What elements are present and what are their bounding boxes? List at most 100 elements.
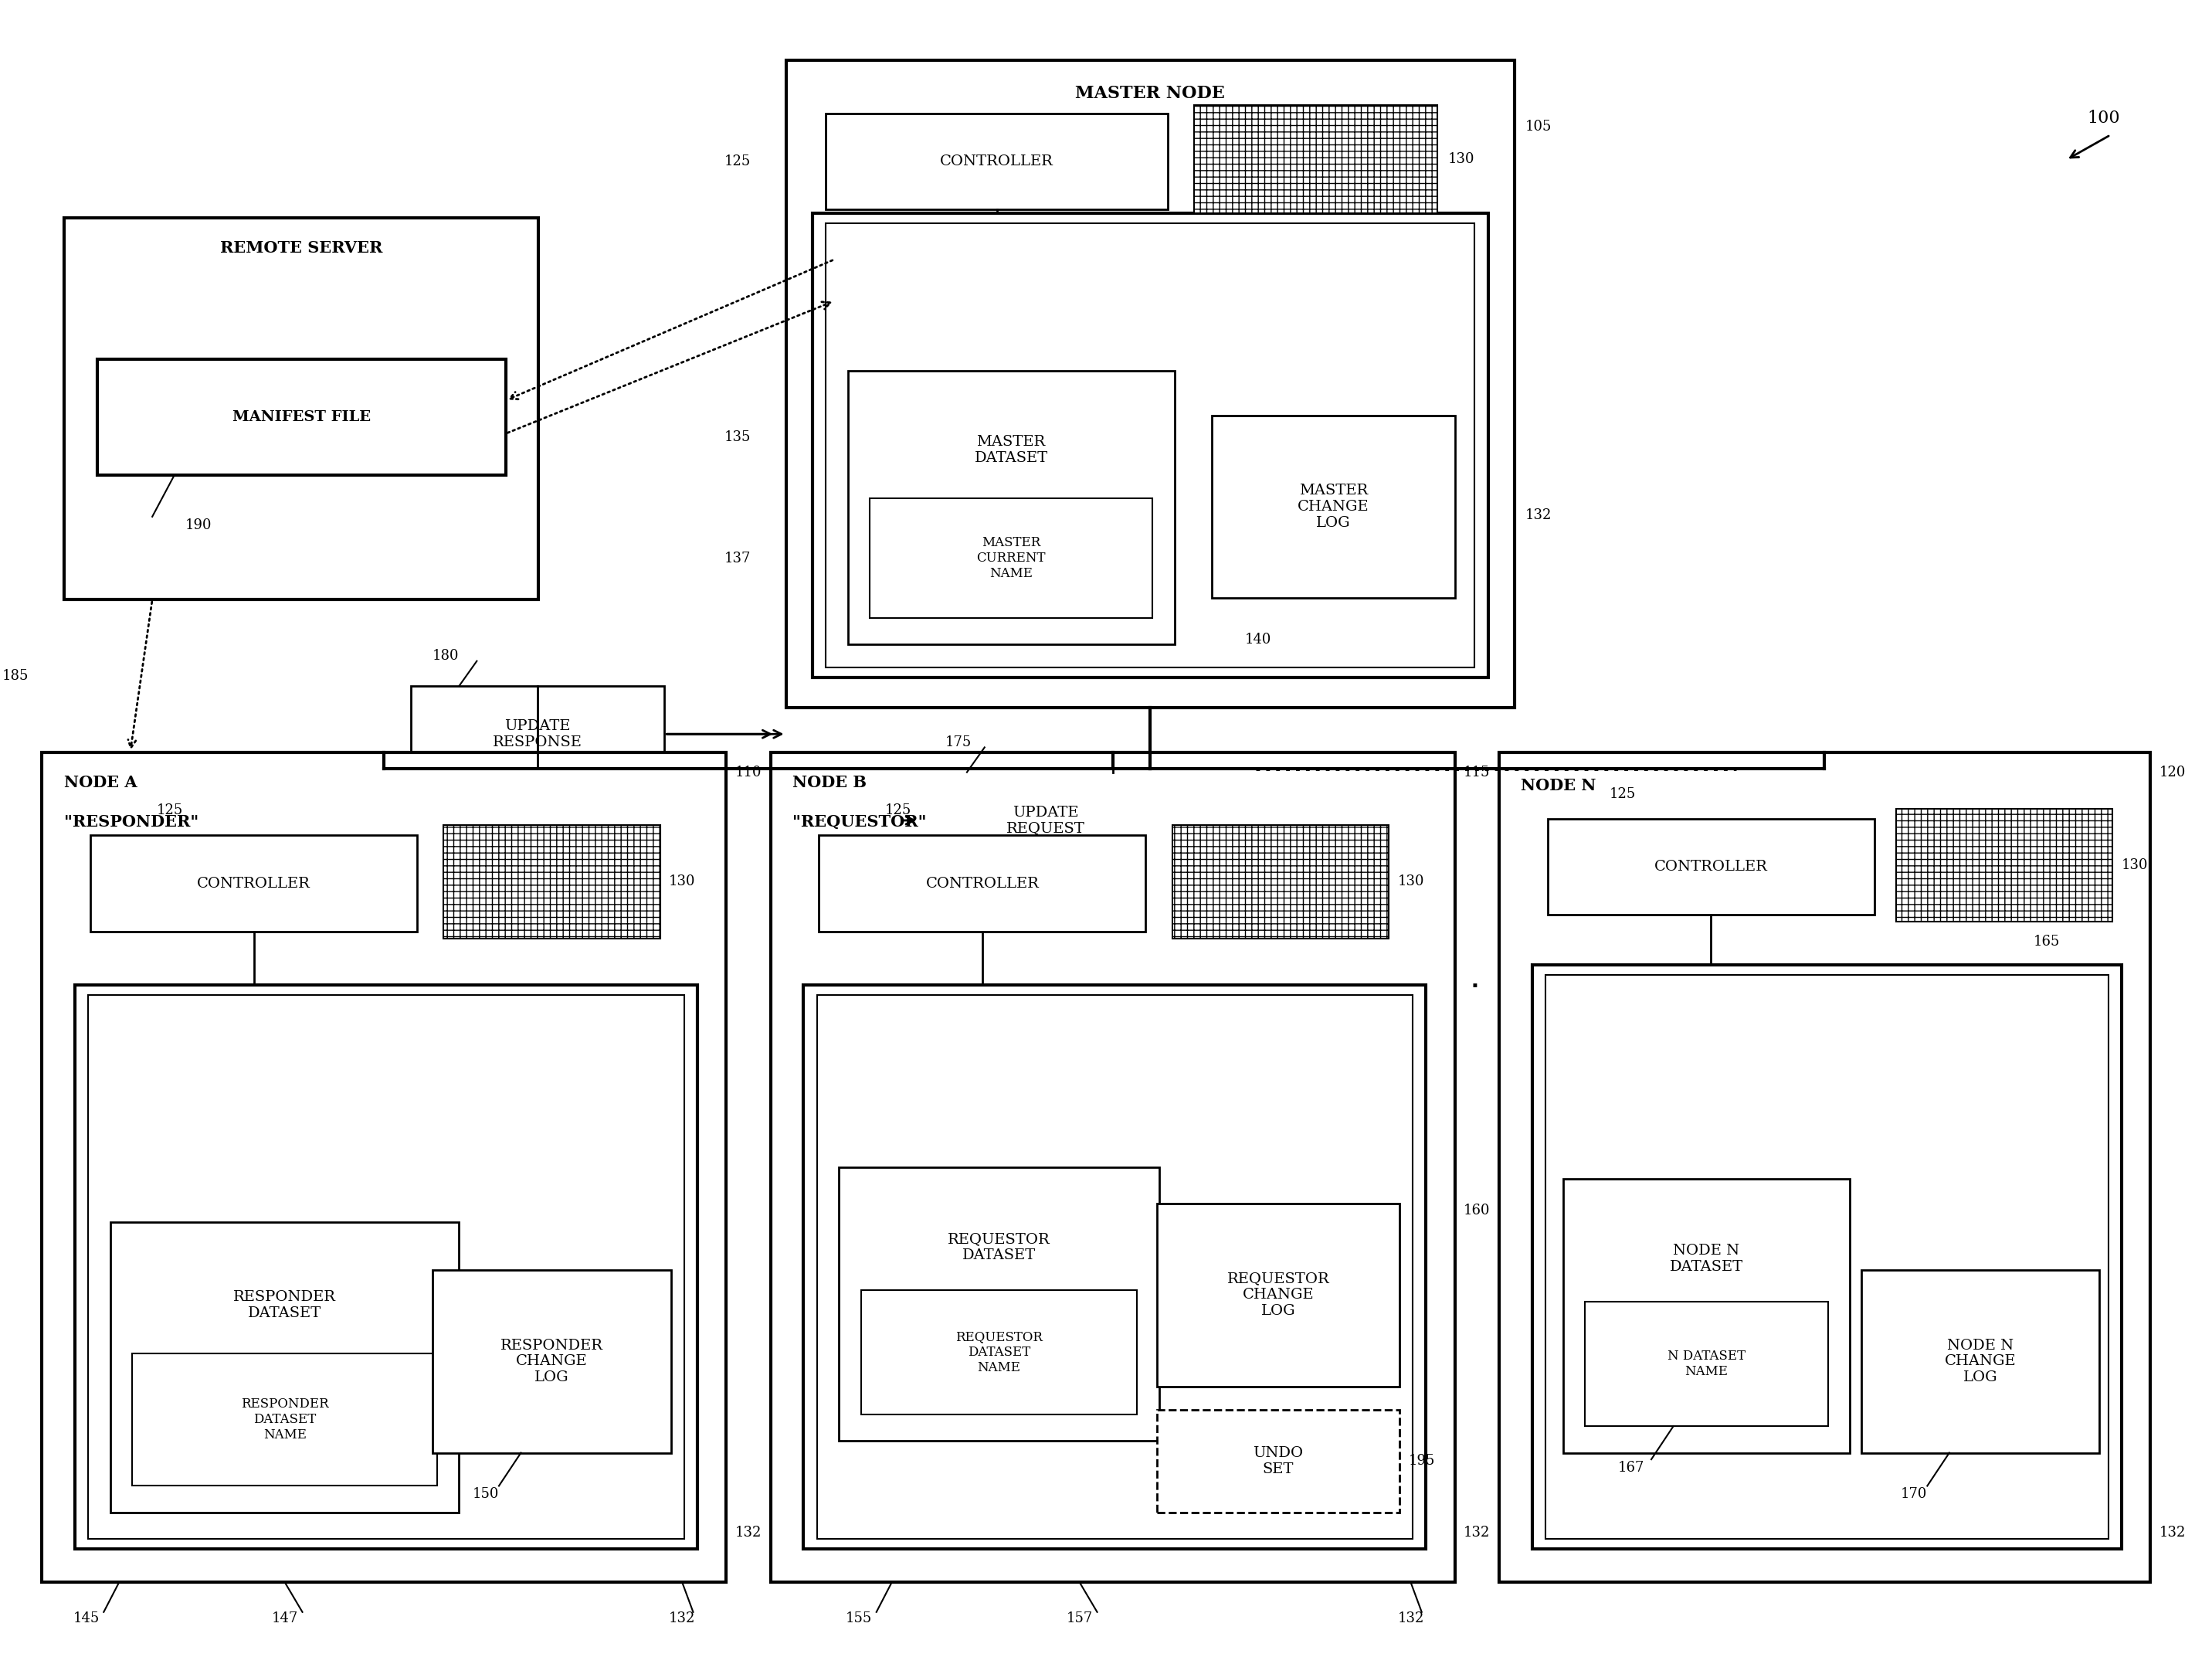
- Bar: [860, 1290, 1137, 1414]
- Bar: [770, 752, 1455, 1582]
- Text: 165: 165: [2033, 935, 2059, 948]
- Text: 185: 185: [2, 669, 29, 682]
- Text: 180: 180: [434, 649, 460, 662]
- Text: "RESPONDER": "RESPONDER": [64, 814, 199, 830]
- Text: REMOTE SERVER: REMOTE SERVER: [219, 240, 383, 256]
- Text: NODE N
CHANGE
LOG: NODE N CHANGE LOG: [1944, 1338, 2015, 1384]
- Text: 175: 175: [945, 735, 971, 749]
- Text: RESPONDER
DATASET
NAME: RESPONDER DATASET NAME: [241, 1398, 330, 1441]
- Bar: [91, 835, 418, 932]
- Text: 160: 160: [1464, 1203, 1491, 1218]
- Text: 125: 125: [1610, 787, 1637, 800]
- Bar: [42, 752, 726, 1582]
- Text: 130: 130: [668, 875, 695, 889]
- Bar: [1564, 1178, 1849, 1453]
- Text: 135: 135: [723, 429, 750, 444]
- Text: 132: 132: [668, 1612, 695, 1626]
- Text: UNDO
SET: UNDO SET: [1252, 1446, 1303, 1476]
- Bar: [816, 995, 1413, 1539]
- Bar: [803, 985, 1427, 1549]
- Bar: [445, 825, 659, 938]
- Text: 147: 147: [272, 1612, 299, 1626]
- Text: MASTER NODE: MASTER NODE: [1075, 85, 1225, 102]
- Bar: [825, 113, 1168, 210]
- Text: 105: 105: [1526, 120, 1553, 133]
- Text: 132: 132: [1526, 508, 1553, 522]
- Text: 130: 130: [2121, 859, 2148, 872]
- Bar: [812, 213, 1489, 677]
- Bar: [785, 60, 1515, 707]
- Text: REQUESTOR
DATASET
NAME: REQUESTOR DATASET NAME: [956, 1331, 1042, 1374]
- Text: 110: 110: [734, 765, 761, 779]
- Text: 115: 115: [1464, 765, 1491, 779]
- Text: 150: 150: [473, 1488, 500, 1501]
- Text: REQUESTOR
CHANGE
LOG: REQUESTOR CHANGE LOG: [1228, 1271, 1329, 1318]
- Bar: [1500, 752, 2150, 1582]
- Text: 125: 125: [157, 804, 184, 817]
- Bar: [1586, 1301, 1827, 1426]
- Text: MASTER
CHANGE
LOG: MASTER CHANGE LOG: [1298, 484, 1369, 529]
- Text: RESPONDER
DATASET: RESPONDER DATASET: [234, 1290, 336, 1320]
- Text: CONTROLLER: CONTROLLER: [940, 155, 1053, 168]
- Text: 170: 170: [1900, 1488, 1927, 1501]
- Bar: [838, 1166, 1159, 1441]
- Text: 132: 132: [734, 1526, 761, 1539]
- Bar: [918, 772, 1172, 869]
- Bar: [75, 985, 697, 1549]
- Text: RESPONDER
CHANGE
LOG: RESPONDER CHANGE LOG: [500, 1338, 604, 1384]
- Bar: [1896, 809, 2112, 922]
- Text: MASTER
DATASET: MASTER DATASET: [973, 436, 1048, 466]
- Text: CONTROLLER: CONTROLLER: [1655, 860, 1767, 874]
- Text: N DATASET
NAME: N DATASET NAME: [1668, 1350, 1745, 1378]
- Text: 132: 132: [1398, 1612, 1425, 1626]
- Bar: [847, 371, 1175, 644]
- Text: 195: 195: [1409, 1454, 1436, 1468]
- Text: 155: 155: [845, 1612, 872, 1626]
- Bar: [1157, 1203, 1400, 1386]
- Text: MASTER
CURRENT
NAME: MASTER CURRENT NAME: [975, 536, 1046, 579]
- Text: REQUESTOR
DATASET: REQUESTOR DATASET: [947, 1231, 1051, 1261]
- Text: 125: 125: [723, 155, 750, 168]
- Text: 167: 167: [1619, 1461, 1646, 1474]
- Bar: [97, 359, 507, 476]
- Bar: [111, 1221, 460, 1513]
- Text: NODE N: NODE N: [1522, 777, 1597, 794]
- Text: 190: 190: [186, 518, 212, 532]
- Text: 120: 120: [2159, 765, 2185, 779]
- Bar: [825, 223, 1475, 667]
- Text: UPDATE
RESPONSE: UPDATE RESPONSE: [493, 719, 582, 749]
- Text: CONTROLLER: CONTROLLER: [197, 877, 310, 890]
- Text: 130: 130: [1449, 151, 1475, 166]
- Bar: [1548, 819, 1874, 915]
- Text: 132: 132: [1464, 1526, 1491, 1539]
- Bar: [434, 1270, 670, 1453]
- Bar: [64, 218, 538, 599]
- Text: CONTROLLER: CONTROLLER: [925, 877, 1040, 890]
- Bar: [1172, 825, 1389, 938]
- Text: 137: 137: [723, 551, 750, 566]
- Text: 125: 125: [885, 804, 911, 817]
- Text: 140: 140: [1245, 632, 1272, 646]
- Bar: [1194, 105, 1438, 213]
- Text: UPDATE
REQUEST: UPDATE REQUEST: [1006, 805, 1084, 835]
- Bar: [88, 995, 684, 1539]
- Text: NODE N
DATASET: NODE N DATASET: [1670, 1243, 1743, 1273]
- Bar: [869, 499, 1152, 617]
- Text: MANIFEST FILE: MANIFEST FILE: [232, 409, 369, 424]
- Text: NODE A: NODE A: [64, 774, 137, 790]
- Bar: [1157, 1409, 1400, 1513]
- Bar: [818, 835, 1146, 932]
- Text: 100: 100: [2088, 110, 2121, 126]
- Text: 132: 132: [2159, 1526, 2185, 1539]
- Text: "REQUESTOR": "REQUESTOR": [792, 814, 927, 830]
- Bar: [1860, 1270, 2099, 1453]
- Text: NODE B: NODE B: [792, 774, 867, 790]
- Text: 157: 157: [1066, 1612, 1093, 1626]
- Bar: [133, 1353, 438, 1486]
- Bar: [1533, 965, 2121, 1549]
- Bar: [411, 686, 664, 782]
- Bar: [1212, 416, 1455, 597]
- Text: 145: 145: [73, 1612, 100, 1626]
- Bar: [1546, 975, 2108, 1539]
- Text: 130: 130: [1398, 875, 1425, 889]
